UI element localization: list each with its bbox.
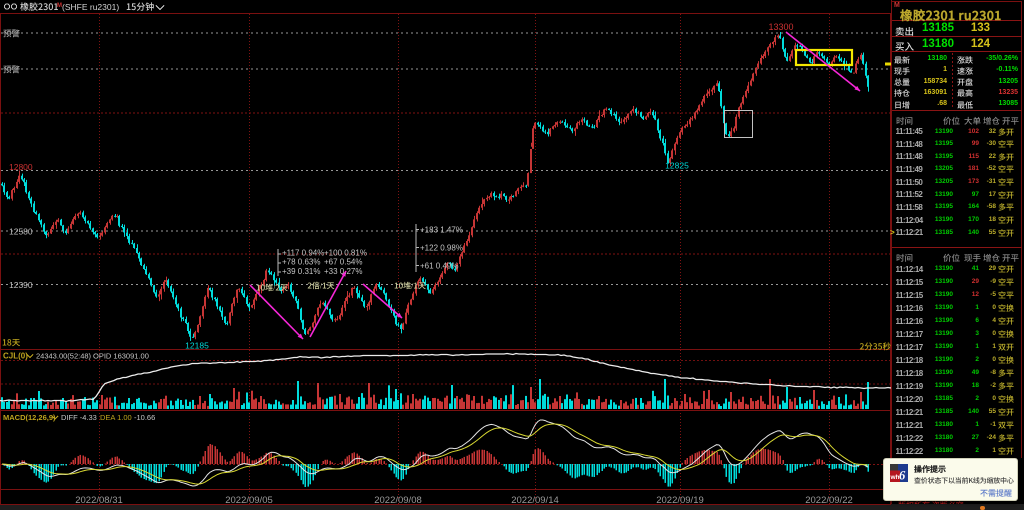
svg-text:预警: 预警 — [3, 28, 21, 40]
svg-text:12390: 12390 — [9, 280, 33, 290]
svg-text:2倍/1天: 2倍/1天 — [307, 281, 334, 292]
svg-text:+33 0.27%: +33 0.27% — [324, 267, 362, 276]
svg-text:橡胶2301: 橡胶2301 — [20, 0, 59, 13]
svg-text:-10.66: -10.66 — [134, 413, 155, 422]
svg-text:+183 1.47%: +183 1.47% — [420, 226, 463, 235]
svg-text:OPID 163091.00: OPID 163091.00 — [93, 352, 149, 361]
svg-text:15分钟: 15分钟 — [126, 0, 154, 13]
svg-text:+39 0.31%: +39 0.31% — [282, 267, 320, 276]
svg-text:DEA 1.00: DEA 1.00 — [100, 413, 132, 422]
svg-text:18天: 18天 — [2, 337, 21, 349]
svg-text:+100 0.81%: +100 0.81% — [324, 249, 367, 258]
svg-text:2022/09/14: 2022/09/14 — [511, 495, 559, 506]
svg-text:12800: 12800 — [9, 162, 33, 172]
svg-text:2022/09/22: 2022/09/22 — [805, 495, 853, 506]
svg-text:13300: 13300 — [768, 22, 793, 32]
svg-text:DIFF -4.33: DIFF -4.33 — [61, 413, 97, 422]
svg-text:12825: 12825 — [665, 161, 689, 171]
svg-text:12580: 12580 — [9, 227, 33, 237]
svg-text:M: M — [57, 3, 62, 9]
svg-text:2022/09/08: 2022/09/08 — [374, 495, 422, 506]
svg-text:10堆/2天: 10堆/2天 — [256, 283, 288, 294]
svg-text:2分35秒: 2分35秒 — [859, 341, 891, 353]
svg-text:2022/09/05: 2022/09/05 — [225, 495, 273, 506]
svg-text:+78 0.63%: +78 0.63% — [282, 258, 320, 267]
svg-text:MACD(12,26,9): MACD(12,26,9) — [3, 413, 56, 422]
svg-text:+67 0.54%: +67 0.54% — [324, 258, 362, 267]
svg-text:2022/08/31: 2022/08/31 — [75, 495, 123, 506]
svg-text:10堆/1天: 10堆/1天 — [394, 281, 426, 292]
svg-text:24343.00(52:48): 24343.00(52:48) — [36, 352, 92, 361]
svg-text:+61 0.49%: +61 0.49% — [420, 262, 458, 271]
svg-text:12185: 12185 — [185, 341, 209, 351]
svg-text:(SHFE ru2301): (SHFE ru2301) — [62, 2, 119, 12]
svg-text:+122 0.98%: +122 0.98% — [420, 244, 463, 253]
svg-text:CJL(0): CJL(0) — [3, 352, 28, 361]
svg-text:+117 0.94%: +117 0.94% — [282, 249, 324, 258]
svg-text:2022/09/19: 2022/09/19 — [656, 495, 704, 506]
svg-text:预警: 预警 — [3, 64, 21, 76]
svg-text:6: 6 — [899, 469, 906, 483]
svg-text:wh: wh — [890, 474, 900, 481]
